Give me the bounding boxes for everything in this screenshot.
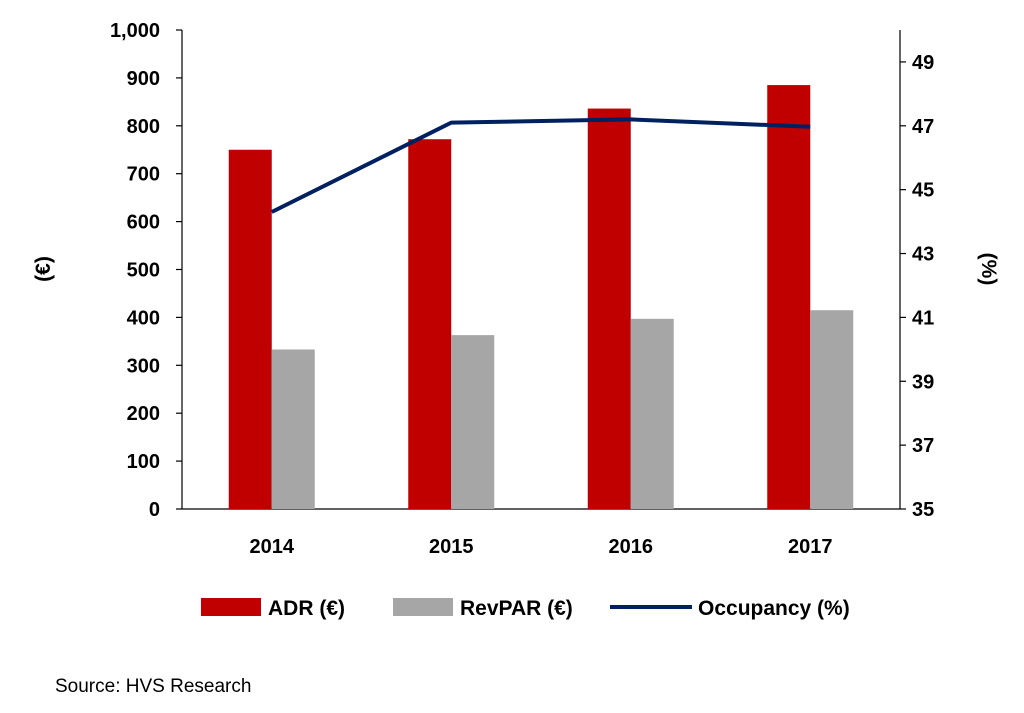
left-tick-label: 200 [127, 403, 160, 425]
right-axis-title: (%) [977, 253, 1000, 286]
bar-adr-2014 [228, 149, 272, 509]
right-axis-ticks: 35 37 39 41 43 45 47 49 [900, 52, 934, 521]
category-label: 2016 [609, 536, 654, 558]
left-tick-label: 800 [127, 116, 160, 138]
right-tick-label: 37 [912, 435, 934, 457]
right-tick-label: 45 [912, 180, 934, 202]
right-tick-label: 43 [912, 244, 934, 266]
bar-revpar-2014 [271, 349, 315, 509]
bar-revpar-2016 [630, 318, 674, 509]
legend-swatch [201, 598, 261, 616]
bar-adr-2015 [408, 139, 452, 509]
category-label: 2014 [250, 536, 295, 558]
right-tick-label: 35 [912, 499, 934, 521]
occupancy-line [270, 117, 811, 214]
bar-adr-2016 [587, 108, 631, 509]
left-tick-label: 700 [127, 164, 160, 186]
legend-label: Occupancy (%) [698, 597, 850, 620]
bar-adr-2017 [767, 85, 811, 510]
right-tick-label: 49 [912, 52, 934, 74]
source-note: Source: HVS Research [55, 676, 252, 697]
right-tick-label: 47 [912, 116, 934, 138]
bars [228, 85, 854, 510]
left-tick-label: 100 [127, 451, 160, 473]
left-tick-label: 600 [127, 212, 160, 234]
category-labels: 2014 2015 2016 2017 [250, 536, 833, 558]
bar-revpar-2015 [451, 335, 495, 509]
category-label: 2017 [788, 536, 833, 558]
occupancy-line-group [270, 117, 811, 214]
legend: ADR (€) RevPAR (€) Occupancy (%) [201, 597, 850, 620]
left-tick-label: 0 [149, 499, 160, 521]
left-tick-label: 1,000 [110, 20, 160, 42]
left-tick-label: 900 [127, 68, 160, 90]
left-tick-label: 500 [127, 260, 160, 282]
left-tick-label: 400 [127, 307, 160, 329]
left-tick-label: 300 [127, 355, 160, 377]
bar-revpar-2017 [810, 310, 854, 509]
category-label: 2015 [429, 536, 474, 558]
right-tick-label: 39 [912, 371, 934, 393]
legend-label: RevPAR (€) [460, 597, 573, 620]
left-axis-ticks: 0 100 200 300 400 500 600 700 800 900 1,000 [110, 20, 182, 521]
right-tick-label: 41 [912, 307, 934, 329]
left-axis-title: (€) [32, 256, 55, 282]
legend-label: ADR (€) [268, 597, 345, 620]
legend-swatch [393, 598, 453, 616]
